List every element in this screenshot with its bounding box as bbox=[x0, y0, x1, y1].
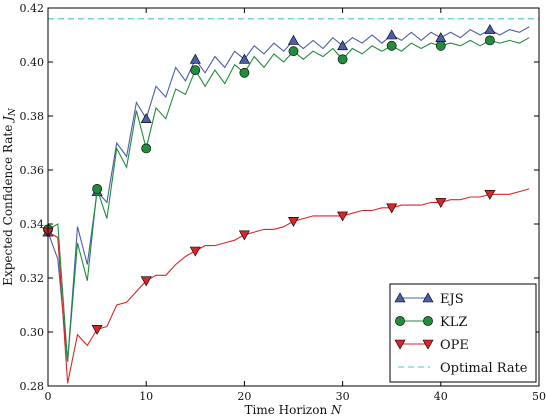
y-tick-label: 0.34 bbox=[20, 218, 45, 231]
y-tick-label: 0.30 bbox=[20, 326, 45, 339]
series-line-ejs bbox=[47, 26, 530, 362]
point-ope bbox=[435, 198, 447, 209]
point-ope bbox=[337, 211, 349, 222]
legend-marker-ope bbox=[422, 339, 434, 350]
axes-frame bbox=[47, 7, 540, 387]
legend-label-ope: OPE bbox=[440, 338, 469, 353]
series-line-klz bbox=[47, 37, 530, 362]
point-ope bbox=[189, 246, 201, 257]
series-line-ope bbox=[47, 188, 530, 384]
point-klz bbox=[288, 46, 299, 57]
axis-ticks: 0 10 20 30 40 50 0.28 0.30 0.32 0.34 0.36 0.38 0.40 0… bbox=[20, 2, 546, 403]
point-klz bbox=[239, 67, 250, 78]
point-klz bbox=[141, 143, 152, 154]
x-tick-label: 30 bbox=[336, 390, 350, 403]
plot-area bbox=[42, 18, 539, 384]
y-tick-label: 0.28 bbox=[20, 380, 45, 393]
y-tick-label: 0.38 bbox=[20, 110, 45, 123]
y-tick-label: 0.42 bbox=[20, 2, 45, 15]
point-ope bbox=[91, 324, 103, 335]
point-klz bbox=[190, 65, 201, 75]
legend-box bbox=[389, 283, 537, 383]
x-tick-label: 0 bbox=[45, 390, 52, 403]
point-ejs bbox=[484, 23, 496, 34]
point-klz bbox=[435, 40, 446, 51]
x-tick-label: 40 bbox=[434, 390, 448, 403]
point-ope bbox=[386, 203, 398, 214]
y-tick-label: 0.36 bbox=[20, 164, 45, 177]
point-ejs bbox=[337, 40, 349, 51]
legend-label-klz: KLZ bbox=[440, 315, 467, 330]
y-tick-label: 0.32 bbox=[20, 272, 45, 285]
x-tick-label: 10 bbox=[139, 390, 153, 403]
point-ope bbox=[238, 230, 250, 241]
point-ope bbox=[287, 217, 300, 227]
point-klz bbox=[484, 35, 495, 46]
legend-label-ejs: EJS bbox=[440, 292, 464, 307]
legend-marker-klz bbox=[423, 316, 433, 326]
point-klz bbox=[92, 183, 102, 194]
x-tick-label: 50 bbox=[532, 390, 546, 403]
point-ejs bbox=[287, 34, 300, 45]
y-axis-label: Expected Confidence Rate JN bbox=[1, 107, 18, 286]
legend-marker-ope bbox=[394, 339, 406, 350]
point-ejs bbox=[386, 29, 398, 40]
point-klz bbox=[337, 54, 348, 65]
legend-marker-ejs bbox=[422, 292, 434, 303]
x-axis-label: Time Horizon N bbox=[245, 403, 343, 416]
point-ope bbox=[484, 190, 496, 200]
point-ope bbox=[140, 276, 152, 287]
point-ejs bbox=[189, 53, 201, 64]
legend-marker-ejs bbox=[394, 292, 406, 303]
point-ejs bbox=[238, 53, 250, 64]
y-tick-label: 0.40 bbox=[20, 56, 45, 69]
legend: EJS KLZ OPE Optimal Rate bbox=[389, 283, 537, 383]
point-klz bbox=[386, 40, 397, 51]
point-ejs bbox=[435, 32, 447, 43]
point-ejs bbox=[140, 113, 152, 123]
x-tick-label: 20 bbox=[237, 390, 251, 403]
legend-label-optimal-rate: Optimal Rate bbox=[440, 361, 528, 376]
legend-marker-klz bbox=[395, 316, 405, 326]
